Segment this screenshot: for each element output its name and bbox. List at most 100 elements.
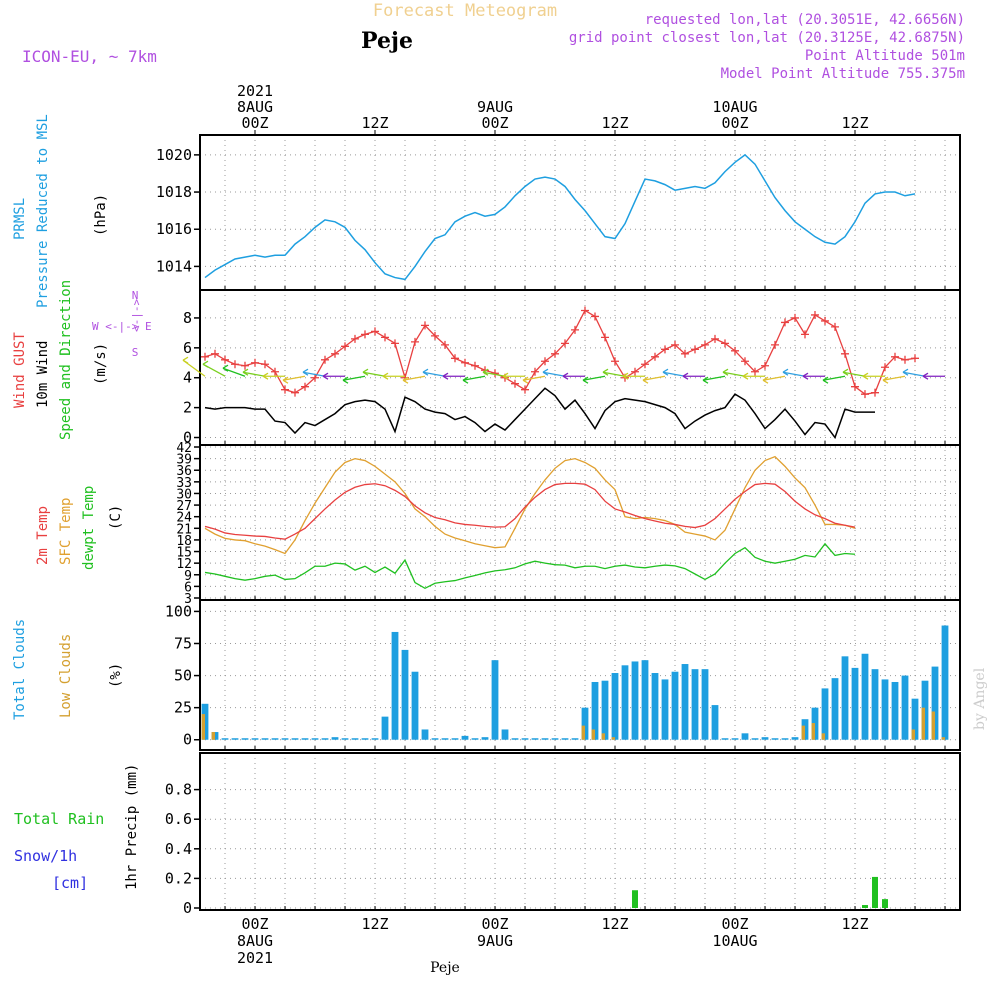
gust-marker <box>441 340 449 349</box>
total-cloud-bar <box>661 679 669 740</box>
bottom-time-label: 12Z <box>841 915 868 933</box>
gust-marker <box>221 355 229 364</box>
wind-direction-arrow <box>362 371 386 377</box>
total-cloud-bar <box>781 738 789 740</box>
gust-marker <box>831 322 839 331</box>
gust-marker <box>491 369 499 378</box>
y-tick-label: 0.8 <box>165 781 192 799</box>
grid-point-coords: grid point closest lon,lat (20.3125E, 42… <box>569 30 965 46</box>
wind-direction-arrowhead <box>702 376 709 384</box>
y-tick-label: 33 <box>176 476 192 491</box>
total-cloud-bar <box>871 669 879 740</box>
low-cloud-bar <box>611 737 615 740</box>
gust-marker <box>671 340 679 349</box>
total-cloud-bar <box>441 738 449 740</box>
y-tick-label: 0 <box>183 429 192 447</box>
wind-direction-arrow <box>762 375 786 381</box>
total-cloud-bar <box>341 738 349 740</box>
top-time-label: 00Z <box>241 114 268 132</box>
gust-marker <box>341 342 349 351</box>
wind-speed-line <box>204 387 875 440</box>
y-tick-label: 4 <box>183 369 192 387</box>
dewpt-label: dewpt Temp <box>81 486 97 570</box>
gust-marker <box>541 357 549 366</box>
temp-unit-label: (C) <box>108 505 124 530</box>
gust-marker <box>641 360 649 369</box>
wind-direction-arrowhead <box>202 360 209 368</box>
wind-direction-arrow <box>222 367 246 377</box>
gust-marker <box>821 316 829 325</box>
gust-marker <box>381 333 389 342</box>
wind-gust-line <box>204 309 916 395</box>
gust-marker <box>781 318 789 327</box>
requested-coords: requested lon,lat (20.3051E, 42.6656N) <box>645 12 965 28</box>
total-cloud-bar <box>361 738 369 740</box>
total-cloud-bar <box>831 678 839 740</box>
gust-marker <box>631 367 639 376</box>
total-cloud-bar <box>561 738 569 740</box>
wind-direction-arrowhead <box>322 372 329 380</box>
panel-frame <box>199 752 961 911</box>
total-cloud-bar <box>941 625 949 740</box>
gust-marker <box>851 382 859 391</box>
y-tick-label: 3 <box>184 592 192 607</box>
gust-marker <box>651 352 659 361</box>
gust-marker <box>581 306 589 315</box>
total-cloud-bar <box>851 667 859 740</box>
footer-location: Peje <box>430 960 460 976</box>
wind-direction-arrow <box>462 375 486 381</box>
wind-direction-arrow <box>422 371 446 377</box>
compass-vertical: <-|-> <box>130 299 143 332</box>
gust-marker <box>321 355 329 364</box>
gust-marker <box>521 385 529 394</box>
temp-2m-line <box>204 482 856 540</box>
wind-direction-arrow <box>582 375 606 381</box>
panel-3: 0 25 50 75 100 <box>165 599 961 751</box>
wind-direction-arrow <box>722 371 746 377</box>
model-name: ICON-EU, ~ 7km <box>22 47 157 66</box>
gust-marker <box>361 330 369 339</box>
dewpt-line <box>204 542 856 590</box>
wind-direction-arrowhead <box>782 368 789 376</box>
total-cloud-bar <box>591 681 599 740</box>
gust-marker <box>741 357 749 366</box>
total-cloud-bar <box>541 738 549 740</box>
wind-direction-arrowhead <box>462 376 469 384</box>
low-cloud-bar <box>921 707 925 740</box>
y-tick-label: 0 <box>183 731 192 749</box>
bottom-time-label: 00Z <box>721 915 748 933</box>
sfc-temp-label: SFC Temp <box>58 498 74 565</box>
total-cloud-bar <box>431 738 439 740</box>
wind-direction-arrowhead <box>902 368 909 376</box>
precip-unit-label: 1hr Precip (mm) <box>124 764 140 890</box>
y-tick-label: 0.4 <box>165 840 192 858</box>
chart-title: Forecast Meteogram <box>373 1 557 21</box>
wind-direction-arrowhead <box>722 368 729 376</box>
total-cloud-bar <box>271 738 279 740</box>
gust-marker <box>901 355 909 364</box>
snow-unit-label: [cm] <box>52 874 88 892</box>
y-tick-label: 15 <box>176 546 192 561</box>
total-cloud-bar <box>621 665 629 740</box>
credit-watermark: by Angel <box>972 667 988 730</box>
low-cloud-bar <box>821 733 825 740</box>
gust-marker <box>561 339 569 348</box>
wind-direction-arrowhead <box>882 376 889 384</box>
total-cloud-bar <box>741 733 749 740</box>
wind-direction-arrow <box>342 375 366 381</box>
gust-marker <box>661 345 669 354</box>
wind-direction-arrow <box>702 375 726 381</box>
rain-bar <box>882 899 888 908</box>
gust-marker <box>281 385 289 394</box>
total-cloud-bar <box>351 738 359 740</box>
compass-s: S <box>132 346 139 359</box>
gust-marker <box>461 358 469 367</box>
gust-marker <box>711 334 719 343</box>
compass-ew: W <-|-> E <box>92 320 152 333</box>
top-time-label: 00Z <box>481 114 508 132</box>
total-cloud-bar <box>381 716 389 740</box>
compass-n: N <box>132 289 139 302</box>
y-tick-label: 75 <box>174 634 192 652</box>
wind-direction-arrowhead <box>402 376 409 384</box>
wind-direction-arrowhead <box>382 372 389 380</box>
